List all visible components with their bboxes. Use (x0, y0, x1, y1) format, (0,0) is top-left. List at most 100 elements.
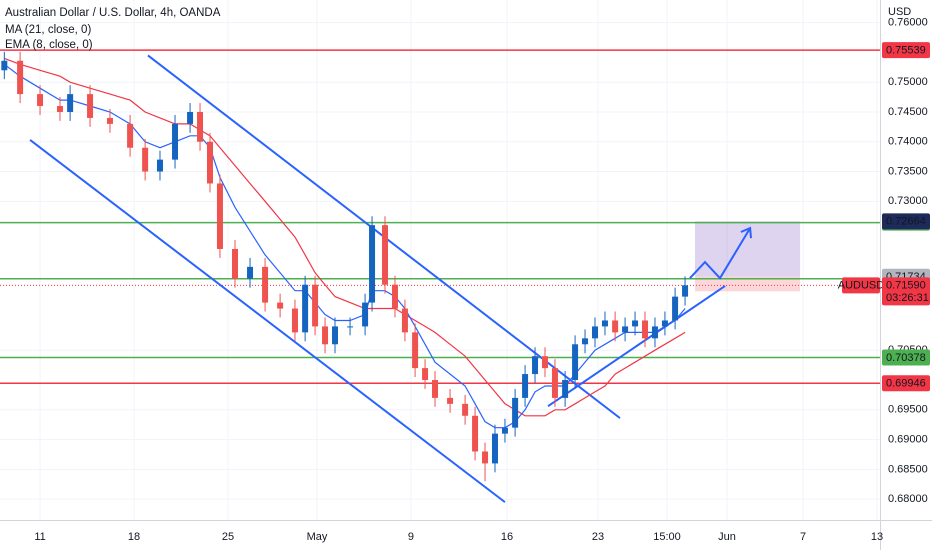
y-tick-label: 0.74500 (888, 106, 928, 118)
candle-body (551, 368, 558, 398)
x-tick-label: 18 (128, 531, 140, 543)
x-tick-label: 9 (408, 531, 414, 543)
y-tick-label: 0.68000 (888, 493, 928, 505)
chart-title: Australian Dollar / U.S. Dollar, 4h, OAN… (5, 7, 221, 19)
axis: 0.76000 0.75000 0.74500 0.74000 0.73500 0.730… (34, 17, 930, 543)
price-badge-label: 0.69946 (886, 378, 926, 390)
candle-body (491, 433, 498, 464)
x-tick-label: 11 (34, 531, 45, 543)
x-tick-label: 25 (222, 531, 234, 543)
price-badge (882, 42, 930, 59)
x-tick-label: May (307, 531, 328, 543)
candle-body (369, 225, 376, 303)
x-tick-label: 7 (800, 531, 806, 543)
candle-body (562, 380, 569, 398)
candle-body (512, 397, 519, 428)
x-tick-label: 15:00 (653, 531, 681, 543)
price-badge-label: 0.72664 (886, 216, 926, 228)
candle-body (127, 123, 134, 148)
candle-body (17, 60, 24, 95)
candle-body (231, 248, 238, 279)
y-tick-label: 0.75000 (888, 76, 928, 88)
candle-body (651, 326, 658, 339)
candle-body (362, 302, 369, 327)
candle-body (412, 332, 419, 369)
y-tick-label: 0.68500 (888, 463, 928, 475)
candle-body (622, 326, 629, 333)
candle-body (277, 302, 284, 309)
candle-body (156, 159, 163, 172)
candle-body (302, 284, 309, 333)
candle-body (216, 183, 223, 249)
y-tick-label: 0.69000 (888, 433, 928, 445)
candle-body (482, 451, 489, 464)
candle-body (592, 326, 599, 339)
candle-body (172, 123, 179, 160)
legend: Australian Dollar / U.S. Dollar, 4h, OAN… (5, 7, 221, 51)
price-badge-label: 0.75539 (886, 45, 926, 57)
price-badge (882, 375, 930, 392)
current-price-label: 0.71590 (886, 280, 926, 292)
x-tick-label: Jun (718, 531, 736, 543)
candle-body (601, 320, 608, 327)
candle-body (572, 344, 579, 381)
trendline (29, 139, 506, 503)
y-tick-label: 0.73500 (888, 165, 928, 177)
candle-body (391, 284, 398, 309)
arrow-head (740, 226, 752, 239)
candle-body (56, 106, 63, 112)
candle-body (422, 368, 429, 381)
candle-body (382, 225, 389, 285)
candle-body (642, 320, 649, 339)
candle-body (582, 338, 589, 345)
price-badge-label: 0.70378 (886, 352, 926, 364)
current-price-badge (882, 277, 930, 306)
legend-entry: MA (21, close, 0) (5, 24, 91, 36)
symbol-label: AUDUSD (838, 280, 885, 292)
candle-body (347, 326, 354, 328)
candle-body (262, 266, 269, 303)
candle-body (312, 284, 319, 327)
candle-body (401, 308, 408, 333)
candle-body (501, 427, 508, 434)
projection-arrow (689, 227, 751, 280)
plot (0, 49, 880, 503)
candle-body (462, 403, 469, 416)
candle-body (291, 308, 298, 333)
currency-label: USD (888, 6, 911, 18)
x-tick-label: 16 (501, 531, 513, 543)
candle-body (661, 320, 668, 327)
candle-body (472, 415, 479, 452)
y-tick-label: 0.69500 (888, 404, 928, 416)
countdown-label: 03:26:31 (886, 292, 929, 304)
price-badge (882, 213, 930, 230)
candle-body (532, 356, 539, 375)
candle-body (67, 94, 74, 112)
y-tick-label: 0.76000 (888, 17, 928, 29)
candle-body (142, 147, 149, 172)
candle-body (206, 141, 213, 184)
candle-body (522, 374, 529, 398)
x-tick-label: 23 (592, 531, 604, 543)
candle-body (1, 60, 8, 71)
trendline (547, 285, 726, 408)
candle-body (447, 397, 454, 404)
price-badge (882, 349, 930, 366)
candle-body (197, 111, 204, 142)
candle-body (612, 320, 619, 333)
candle-body (632, 320, 639, 327)
candle-body (432, 380, 439, 398)
candle-body (87, 94, 94, 118)
y-tick-label: 0.74000 (888, 136, 928, 148)
candle-body (682, 285, 689, 297)
candle-body (541, 356, 548, 369)
candle-body (106, 117, 113, 124)
legend-entry: EMA (8, close, 0) (5, 39, 93, 51)
x-tick-label: 13 (871, 531, 883, 543)
candle-body (37, 94, 44, 107)
symbol-badge (842, 277, 880, 294)
candle-body (187, 111, 194, 124)
candle-body (332, 326, 339, 345)
